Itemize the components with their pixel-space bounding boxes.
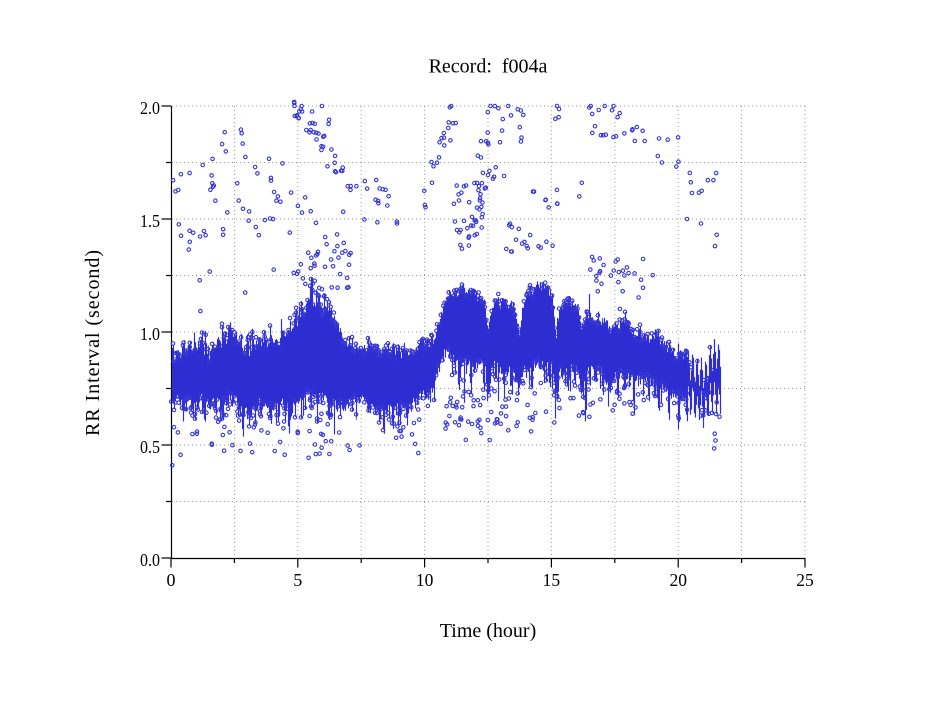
svg-text:0: 0: [167, 570, 176, 590]
svg-text:10: 10: [416, 570, 434, 590]
svg-text:2.0: 2.0: [140, 98, 160, 118]
svg-text:1.0: 1.0: [140, 324, 160, 344]
svg-text:15: 15: [543, 570, 561, 590]
svg-text:0.5: 0.5: [140, 437, 160, 457]
svg-text:Record: f004a: Record: f004a: [429, 56, 548, 78]
svg-text:5: 5: [293, 570, 302, 590]
svg-text:25: 25: [796, 570, 814, 590]
svg-text:RR Interval (second): RR Interval (second): [82, 250, 104, 436]
svg-text:0.0: 0.0: [140, 550, 160, 570]
svg-text:1.5: 1.5: [140, 211, 160, 231]
svg-text:20: 20: [669, 570, 687, 590]
svg-text:Time (hour): Time (hour): [440, 620, 536, 642]
